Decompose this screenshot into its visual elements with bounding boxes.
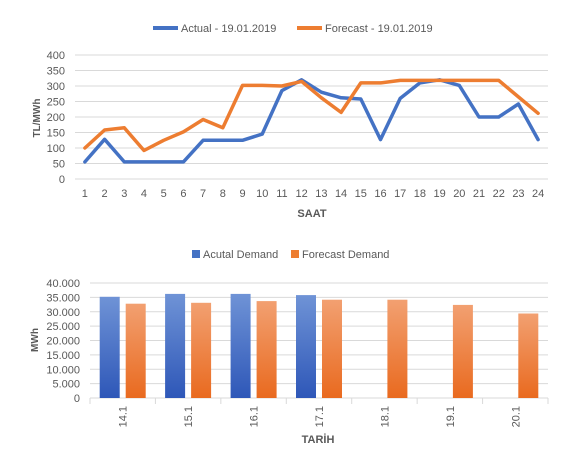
line-chart-x-tick: 17 bbox=[394, 188, 406, 200]
line-chart-y-tick: 100 bbox=[47, 143, 65, 155]
forecast-series-line bbox=[83, 78, 540, 153]
line-chart-x-tick: 1 bbox=[82, 188, 88, 200]
line-chart-y-tick: 350 bbox=[47, 66, 65, 78]
forecast-demand-bar-16-1 bbox=[256, 301, 277, 398]
bar-chart-x-tick: 15.1 bbox=[183, 406, 195, 427]
line-chart-x-tick: 7 bbox=[200, 188, 206, 200]
line-chart-y-tick: 150 bbox=[47, 128, 65, 140]
actual-demand-bar-16-1 bbox=[230, 293, 251, 398]
bar-chart-x-tick: 19.1 bbox=[445, 406, 457, 427]
legend-label-actual-demand: Acutal Demand bbox=[203, 249, 278, 261]
line-chart-x-tick: 13 bbox=[315, 188, 327, 200]
bar-chart-y-tick: 15.000 bbox=[46, 350, 80, 362]
line-chart-x-tick: 23 bbox=[512, 188, 524, 200]
line-chart-legend: Actual - 19.01.2019 Forecast - 19.01.201… bbox=[153, 23, 433, 35]
bar-chart-x-tick: 17.1 bbox=[314, 406, 326, 427]
line-chart-series bbox=[83, 78, 540, 164]
bar-chart-x-tick-labels: 14.1 15.1 16.1 17.1 18.1 19.1 20.1 bbox=[118, 406, 523, 427]
line-chart-y-tick: 0 bbox=[59, 174, 65, 186]
actual-demand-bar-15-1 bbox=[165, 293, 186, 398]
legend-label-forecast-demand: Forecast Demand bbox=[302, 249, 389, 261]
legend-label-actual: Actual - 19.01.2019 bbox=[181, 23, 276, 35]
bar-chart-y-tick: 35.000 bbox=[46, 292, 80, 304]
bar-chart-x-tick: 18.1 bbox=[379, 406, 391, 427]
bar-chart-x-tick: 20.1 bbox=[510, 406, 522, 427]
bar-chart-y-tick: 25.000 bbox=[46, 321, 80, 333]
line-chart-x-tick: 12 bbox=[296, 188, 308, 200]
line-chart-x-axis-label: SAAT bbox=[297, 208, 326, 220]
bar-chart-y-tick: 5.000 bbox=[52, 379, 80, 391]
line-chart-x-tick: 3 bbox=[121, 188, 127, 200]
line-chart-x-tick: 20 bbox=[453, 188, 465, 200]
line-chart-y-tick: 200 bbox=[47, 112, 65, 124]
bar-chart-gridlines bbox=[89, 282, 549, 404]
bar-chart-legend: Acutal Demand Forecast Demand bbox=[192, 249, 389, 261]
line-chart-x-tick: 16 bbox=[374, 188, 386, 200]
bar-chart-y-tick: 20.000 bbox=[46, 336, 80, 348]
line-chart-x-tick: 10 bbox=[256, 188, 268, 200]
line-chart-y-tick: 300 bbox=[47, 81, 65, 93]
forecast-demand-bar-18-1 bbox=[387, 299, 408, 398]
line-chart-x-tick: 18 bbox=[414, 188, 426, 200]
line-chart-x-tick: 6 bbox=[180, 188, 186, 200]
line-chart-x-tick: 24 bbox=[532, 188, 544, 200]
line-chart-y-tick: 400 bbox=[47, 50, 65, 62]
bar-chart-y-tick: 40.000 bbox=[46, 278, 80, 290]
bar-chart-bars bbox=[99, 293, 539, 398]
bar-chart-y-tick: 30.000 bbox=[46, 307, 80, 319]
line-chart-x-tick: 19 bbox=[433, 188, 445, 200]
bar-chart-y-tick-labels: 0 5.000 10.000 15.000 20.000 25.000 30.000 35.0… bbox=[46, 278, 80, 405]
actual-series-line bbox=[83, 78, 540, 164]
line-chart-x-tick: 4 bbox=[141, 188, 147, 200]
bar-chart-y-axis-label: MWh bbox=[30, 328, 41, 352]
line-chart-x-tick: 15 bbox=[355, 188, 367, 200]
line-chart-x-tick: 8 bbox=[220, 188, 226, 200]
line-chart-y-axis-label: TL/MWh bbox=[32, 99, 43, 138]
bar-chart-x-tick: 16.1 bbox=[249, 406, 261, 427]
line-chart-x-tick: 2 bbox=[102, 188, 108, 200]
bar-chart-x-axis-label: TARİH bbox=[302, 433, 335, 446]
line-chart-x-tick: 9 bbox=[239, 188, 245, 200]
actual-demand-bar-17-1 bbox=[296, 295, 316, 398]
legend-label-forecast: Forecast - 19.01.2019 bbox=[325, 23, 433, 35]
bar-chart-x-tick: 14.1 bbox=[118, 406, 130, 427]
forecast-demand-bar-14-1 bbox=[125, 303, 146, 398]
line-chart-x-tick-labels: 1 2 3 4 5 6 7 8 9 10 11 12 13 14 15 16 17 18 19 20 21 22 23 24 bbox=[82, 188, 544, 200]
line-chart-x-tick: 14 bbox=[335, 188, 347, 200]
actual-demand-bar-14-1 bbox=[99, 296, 120, 398]
line-chart-y-tick-labels: 0 50 100 150 200 250 300 350 400 bbox=[47, 50, 65, 186]
forecast-demand-bar-15-1 bbox=[191, 302, 212, 398]
forecast-demand-bar-19-1 bbox=[452, 304, 473, 398]
line-chart-y-tick: 250 bbox=[47, 97, 65, 109]
line-chart-x-tick: 11 bbox=[276, 188, 287, 200]
forecast-demand-bar-20-1 bbox=[518, 313, 539, 398]
legend-swatch-forecast-demand bbox=[291, 250, 299, 258]
line-chart-x-tick: 21 bbox=[473, 188, 485, 200]
line-chart-y-tick: 50 bbox=[53, 159, 65, 171]
bar-chart: Acutal Demand Forecast Demand 0 5.000 10.0… bbox=[30, 249, 549, 446]
forecast-demand-bar-17-1 bbox=[322, 299, 342, 398]
bar-chart-y-tick: 0 bbox=[74, 393, 80, 405]
line-chart-x-tick: 5 bbox=[161, 188, 167, 200]
line-chart-x-tick: 22 bbox=[493, 188, 505, 200]
legend-swatch-actual-demand bbox=[192, 250, 200, 258]
line-chart: Actual - 19.01.2019 Forecast - 19.01.201… bbox=[32, 23, 548, 220]
bar-chart-y-tick: 10.000 bbox=[46, 364, 80, 376]
